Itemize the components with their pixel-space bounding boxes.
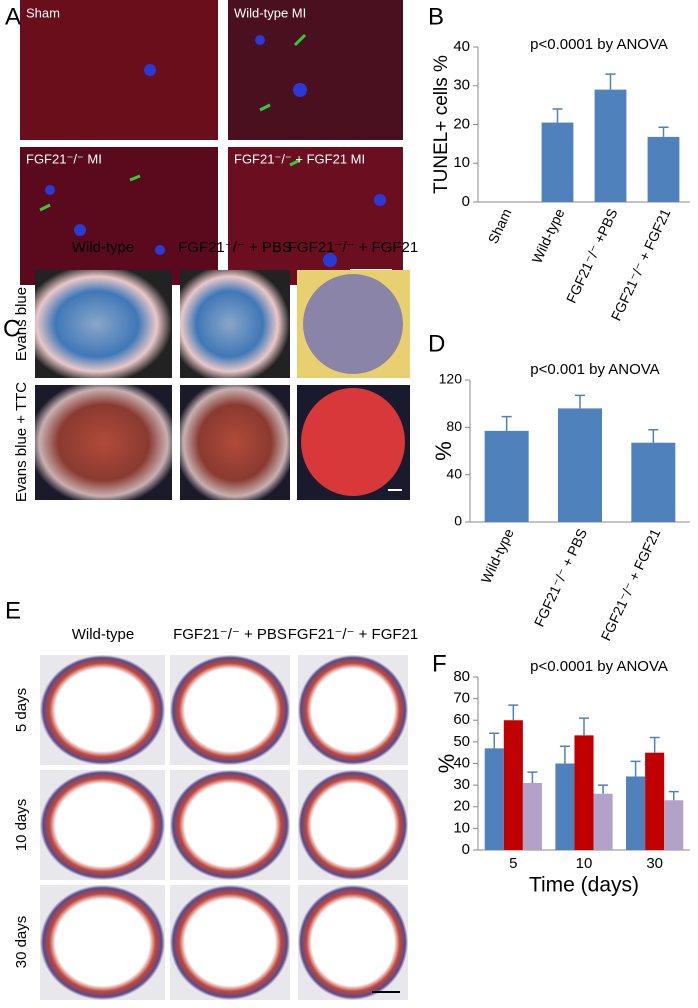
y-axis-label: TUNEL+ cells % xyxy=(431,55,452,194)
y-tick-label: 30 xyxy=(453,77,470,94)
y-tick-label: 10 xyxy=(453,154,470,171)
y-tick-label: 30 xyxy=(453,776,470,793)
x-tick-label: FGF21⁻/⁻ +PBS xyxy=(563,206,621,306)
x-axis-label: Time (days) xyxy=(529,874,639,897)
y-tick-label: 40 xyxy=(453,754,470,771)
sections-e xyxy=(40,655,408,1000)
chart-title: p<0.0001 by ANOVA xyxy=(530,36,668,53)
x-tick-label: Wild-type xyxy=(478,526,517,586)
bar xyxy=(503,720,523,850)
error-bar xyxy=(552,108,563,123)
y-tick-label: 40 xyxy=(453,38,470,55)
y-tick-label: 50 xyxy=(453,733,470,750)
y-tick-label: 10 xyxy=(453,819,470,836)
column-header: Wild-type xyxy=(72,626,135,643)
image-caption: Wild-type MI xyxy=(234,5,306,20)
bar xyxy=(631,442,676,522)
error-bar xyxy=(501,415,512,431)
x-tick-label: 5 xyxy=(509,855,517,872)
error-bar xyxy=(668,790,679,801)
image-caption: FGF21⁻/⁻ + FGF21 MI xyxy=(234,151,365,166)
y-tick-label: 70 xyxy=(453,690,470,707)
y-tick-label: 60 xyxy=(453,711,470,728)
error-bar xyxy=(559,745,570,764)
bar xyxy=(484,430,529,522)
chart-title: p<0.0001 by ANOVA xyxy=(530,658,668,675)
row-header: Evans blue xyxy=(13,287,30,361)
y-tick-label: 80 xyxy=(446,418,462,434)
error-bar xyxy=(630,760,641,777)
panel-label: F xyxy=(432,650,447,677)
y-tick-label: 0 xyxy=(462,841,470,858)
y-tick-label: 120 xyxy=(439,371,463,387)
bar xyxy=(664,800,684,850)
y-tick-label: 40 xyxy=(446,465,462,481)
x-tick-label: FGF21⁻/⁻ + FGF21 xyxy=(608,206,674,323)
x-tick-label: 10 xyxy=(576,855,593,872)
y-axis-label: % xyxy=(434,754,459,774)
x-tick-label: 30 xyxy=(646,855,663,872)
x-tick-label: FGF21⁻/⁻ + PBS xyxy=(531,526,590,629)
row-header: 5 days xyxy=(13,688,30,732)
image-caption: Sham xyxy=(26,5,60,20)
error-bar xyxy=(649,736,660,753)
panel-label: A xyxy=(5,3,21,30)
column-header: Wild-type xyxy=(72,239,135,256)
error-bar xyxy=(527,771,538,783)
image-caption: FGF21⁻/⁻ MI xyxy=(26,151,102,166)
y-axis-label: % xyxy=(431,441,456,461)
column-header: FGF21⁻/⁻ + PBS xyxy=(178,239,292,256)
x-tick-label: Sham xyxy=(485,206,515,246)
error-bar xyxy=(579,717,589,736)
chart-title: p<0.001 by ANOVA xyxy=(530,361,659,378)
panel-label: B xyxy=(428,3,444,30)
panel-label: C xyxy=(3,315,20,342)
bar xyxy=(574,735,594,850)
bar xyxy=(522,782,542,850)
error-bar xyxy=(648,428,659,443)
y-tick-label: 80 xyxy=(453,668,470,685)
bar xyxy=(484,748,504,850)
x-tick-label: FGF21⁻/⁻ + FGF21 xyxy=(597,526,663,643)
x-tick-label: Wild-type xyxy=(528,206,567,266)
bar xyxy=(593,793,613,850)
row-header: 30 days xyxy=(13,916,30,969)
y-tick-label: 0 xyxy=(454,513,462,529)
panel-label: E xyxy=(5,597,21,624)
bar xyxy=(594,89,627,202)
bar xyxy=(541,122,574,202)
row-header: Evans blue + TTC xyxy=(13,382,30,502)
bar xyxy=(555,763,575,850)
row-header: 10 days xyxy=(13,799,30,852)
y-tick-label: 20 xyxy=(453,798,470,815)
y-tick-label: 20 xyxy=(453,115,470,132)
error-bar xyxy=(575,394,585,409)
error-bar xyxy=(489,732,500,749)
panel-label: D xyxy=(428,330,445,357)
bar xyxy=(647,136,680,202)
error-bar xyxy=(598,784,609,794)
bar xyxy=(645,752,665,850)
column-header: FGF21⁻/⁻ + FGF21 xyxy=(288,626,418,643)
column-header: FGF21⁻/⁻ + PBS xyxy=(173,626,287,643)
bar xyxy=(558,408,602,522)
y-tick-label: 0 xyxy=(462,193,470,210)
micrographs-a xyxy=(20,0,403,285)
hearts-c xyxy=(35,270,410,500)
error-bar xyxy=(605,73,616,90)
error-bar xyxy=(658,126,669,137)
bar xyxy=(626,776,646,850)
column-header: FGF21⁻/⁻ + FGF21 xyxy=(288,239,418,256)
error-bar xyxy=(508,704,519,721)
